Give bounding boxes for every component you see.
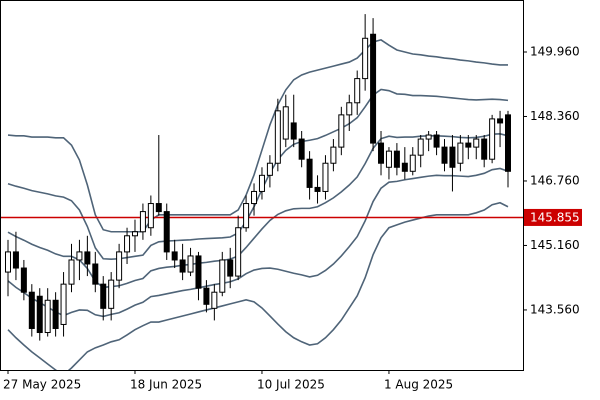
reference-label-box — [524, 208, 582, 226]
candle-body — [52, 299, 59, 329]
candle-body — [235, 227, 242, 277]
candle-body — [139, 211, 146, 233]
band-line — [7, 39, 508, 233]
candle-body — [258, 174, 265, 192]
candle-body — [378, 142, 385, 164]
candle-body — [282, 106, 289, 140]
candle-body — [393, 150, 400, 168]
candle-body — [108, 279, 115, 309]
candle-body — [417, 138, 424, 156]
y-tick-label: 148.360 — [530, 109, 580, 123]
candle-body — [433, 134, 440, 148]
candle-body — [92, 263, 99, 285]
candle-body — [219, 259, 226, 293]
x-tick-label: 10 Jul 2025 — [257, 378, 325, 392]
candle-body — [314, 186, 321, 192]
band-line — [7, 88, 509, 260]
candle-body — [338, 114, 345, 148]
x-tick-label: 18 Jun 2025 — [130, 378, 202, 392]
candle-body — [346, 102, 353, 116]
candle-body — [12, 251, 19, 269]
candle-body — [362, 37, 369, 80]
candle-body — [116, 251, 123, 281]
candle-body — [251, 190, 258, 205]
candle-body — [441, 146, 448, 164]
candle-body — [5, 251, 11, 273]
candle-body — [155, 203, 162, 213]
candle-body — [76, 251, 83, 261]
candle-body — [68, 259, 75, 285]
candle-body — [227, 259, 234, 277]
candle-body — [473, 138, 480, 148]
candle-body — [370, 33, 377, 144]
plot-area — [0, 14, 523, 370]
candle-body — [243, 203, 250, 229]
candle-body — [306, 158, 313, 188]
candle-body — [211, 291, 218, 309]
candle-body — [163, 211, 170, 253]
candle-body — [124, 235, 131, 253]
y-tick-label: 146.760 — [530, 173, 580, 187]
reference-label: 145.855 — [530, 210, 580, 224]
candle-body — [409, 154, 416, 172]
y-tick-label: 149.960 — [530, 44, 580, 58]
candle-body — [171, 251, 178, 261]
candle-body — [60, 283, 67, 325]
candle-body — [449, 146, 456, 168]
y-tick-label: 143.560 — [530, 302, 580, 316]
candle-body — [298, 138, 305, 160]
candle-body — [187, 255, 194, 273]
candle-body — [179, 259, 186, 273]
candle-body — [28, 291, 35, 329]
candle-body — [274, 110, 281, 164]
candle-body — [497, 118, 504, 124]
candle-body — [322, 162, 329, 192]
candle-body — [481, 138, 488, 160]
y-tick-label: 145.160 — [530, 238, 580, 252]
x-tick-label: 27 May 2025 — [3, 378, 81, 392]
candle-body — [457, 142, 464, 164]
candle-body — [465, 142, 472, 148]
candle-body — [385, 150, 392, 168]
candle-body — [401, 162, 408, 172]
candle-body — [84, 251, 91, 265]
x-tick-label: 1 Aug 2025 — [384, 378, 453, 392]
band-line — [7, 133, 509, 289]
candle-body — [203, 287, 210, 305]
candle-body — [489, 118, 496, 160]
candle-body — [147, 203, 154, 229]
candle-body — [266, 162, 273, 176]
candle-body — [354, 78, 361, 104]
candle-body — [20, 267, 27, 293]
candle-body — [44, 299, 51, 334]
candle-body — [290, 122, 297, 140]
candle-body — [330, 146, 337, 164]
candle-body — [131, 231, 138, 237]
candle-body — [36, 295, 43, 334]
candle-body — [100, 283, 107, 309]
band-line — [7, 167, 509, 318]
candle-body — [505, 114, 511, 172]
candle-body — [195, 255, 202, 289]
candle-body — [425, 134, 432, 140]
